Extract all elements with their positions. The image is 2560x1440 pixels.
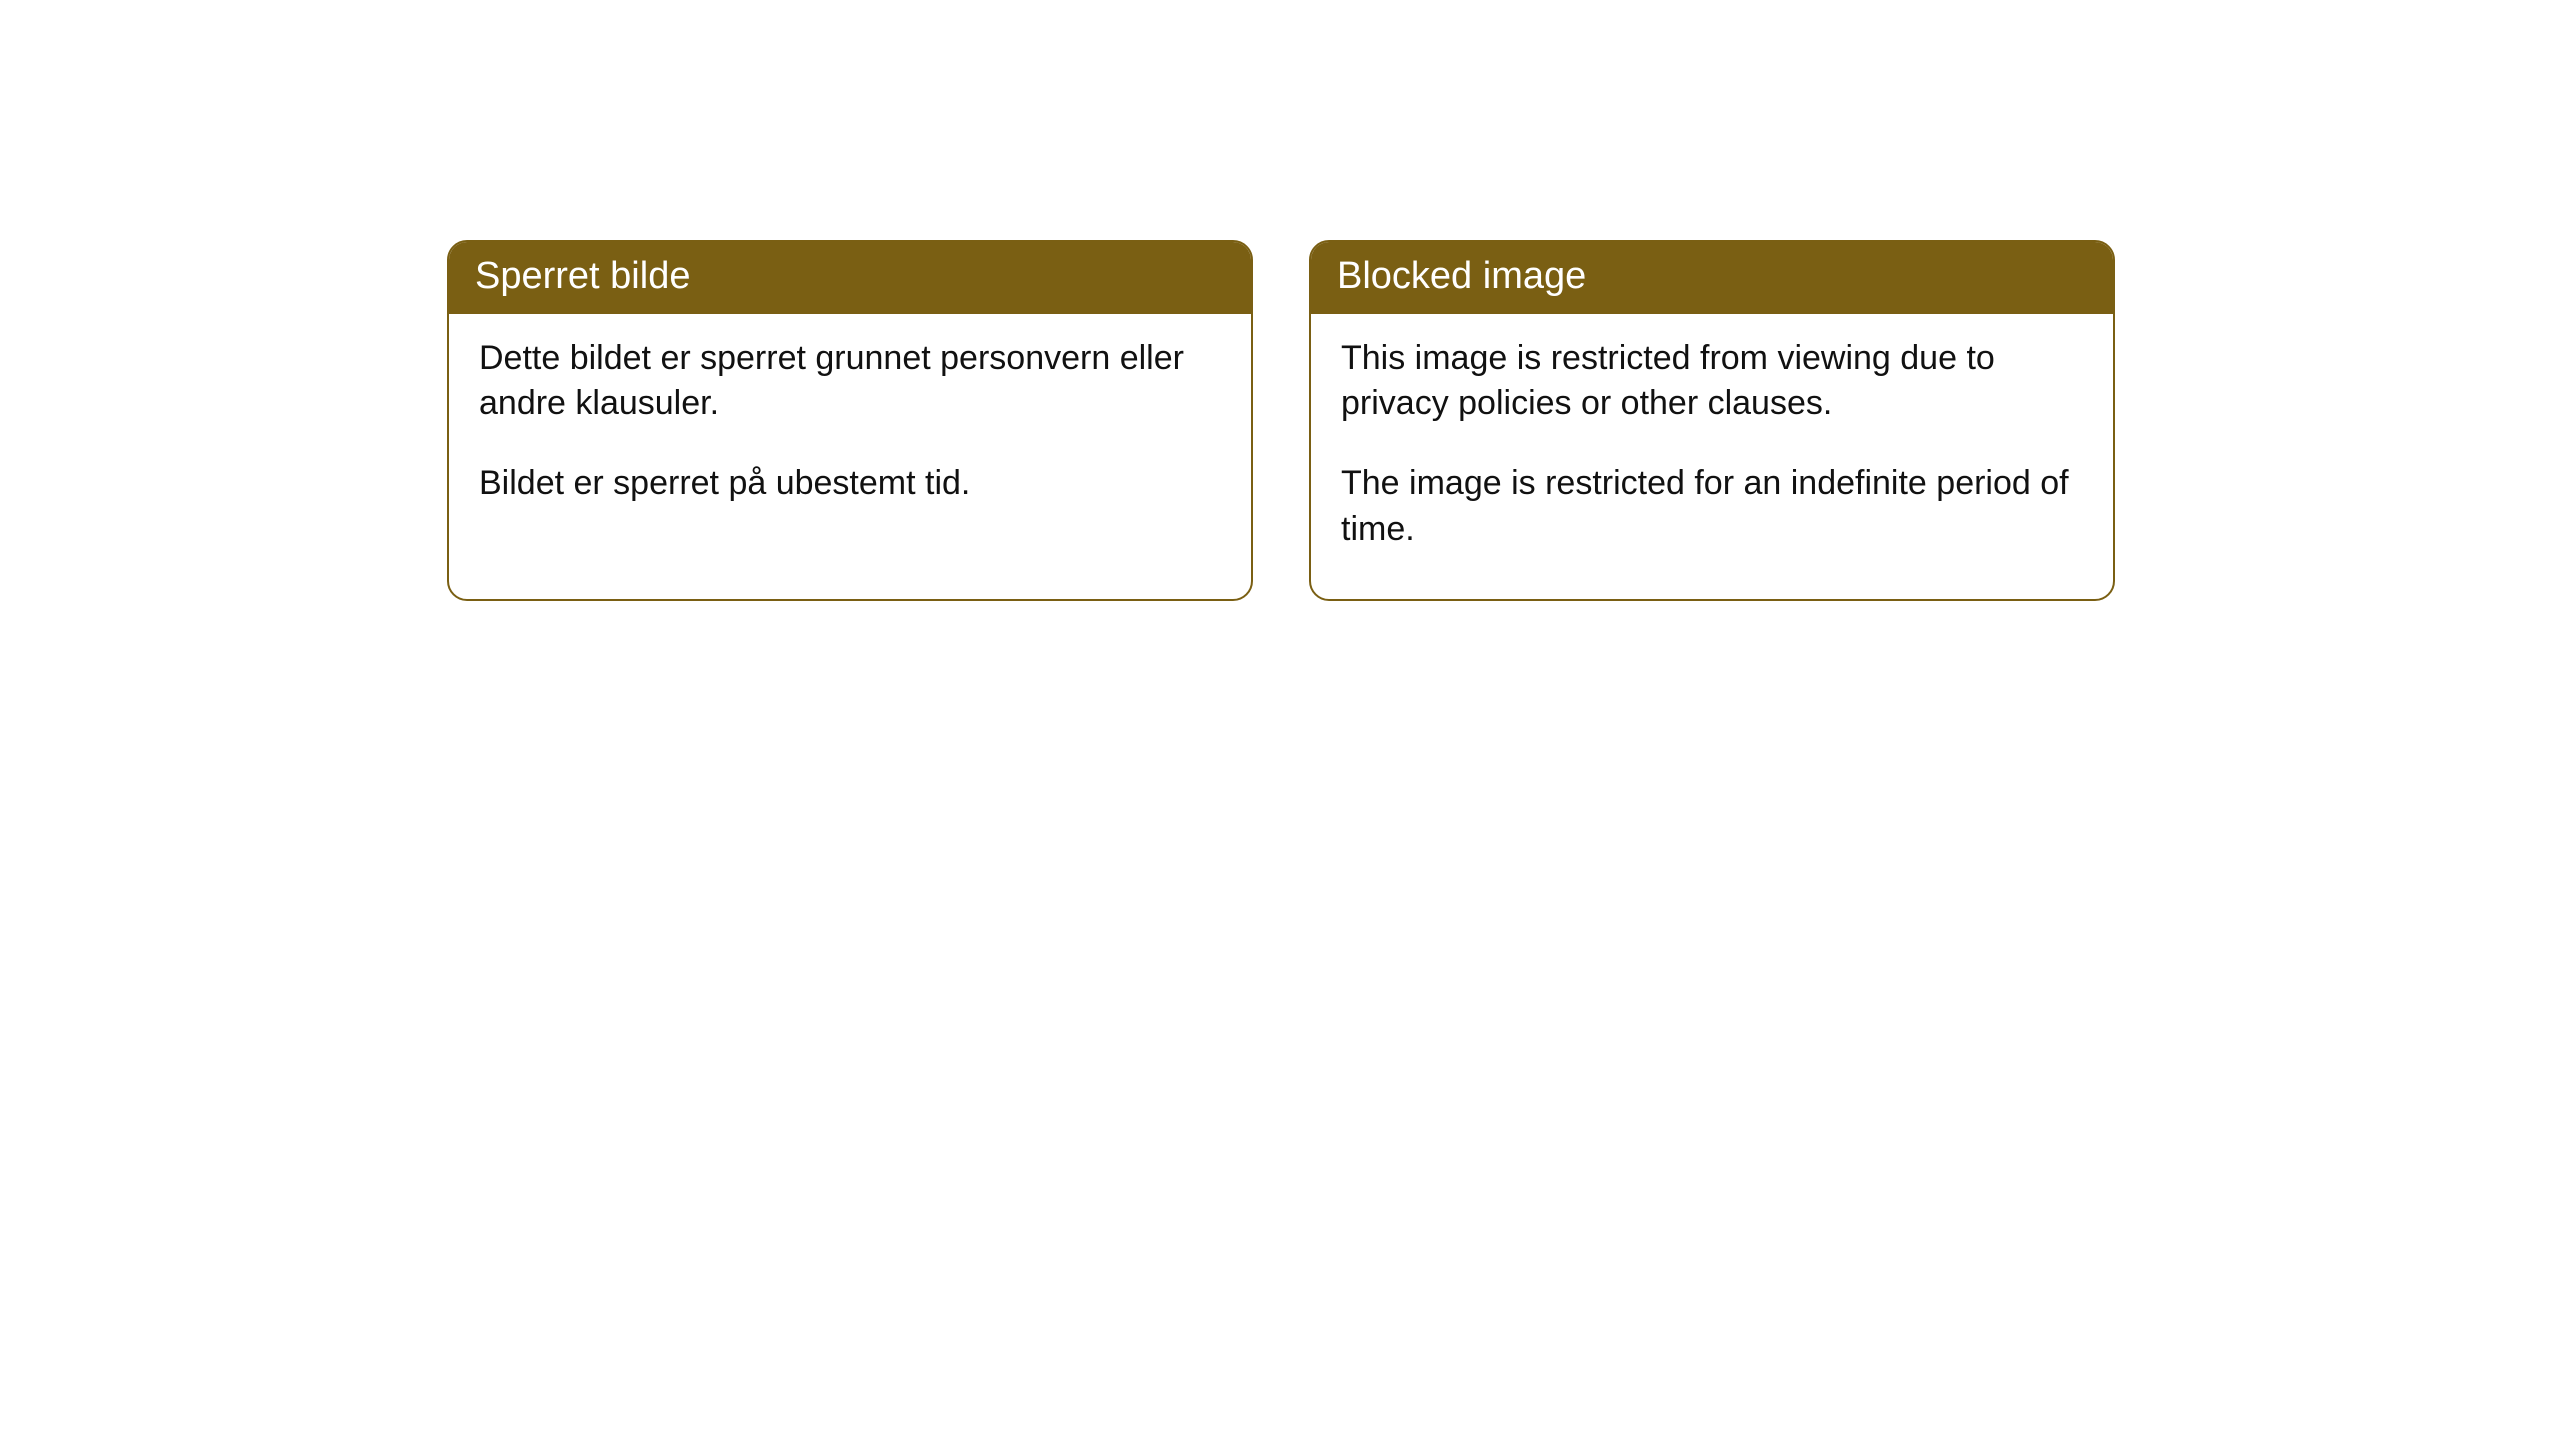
card-paragraph: This image is restricted from viewing du… — [1341, 336, 2083, 428]
card-title: Blocked image — [1311, 242, 2113, 314]
card-paragraph: The image is restricted for an indefinit… — [1341, 461, 2083, 553]
card-body: Dette bildet er sperret grunnet personve… — [449, 314, 1251, 554]
card-title: Sperret bilde — [449, 242, 1251, 314]
cards-container: Sperret bilde Dette bildet er sperret gr… — [0, 0, 2560, 601]
blocked-image-card-no: Sperret bilde Dette bildet er sperret gr… — [447, 240, 1253, 601]
card-paragraph: Bildet er sperret på ubestemt tid. — [479, 461, 1221, 507]
card-paragraph: Dette bildet er sperret grunnet personve… — [479, 336, 1221, 428]
card-body: This image is restricted from viewing du… — [1311, 314, 2113, 600]
blocked-image-card-en: Blocked image This image is restricted f… — [1309, 240, 2115, 601]
